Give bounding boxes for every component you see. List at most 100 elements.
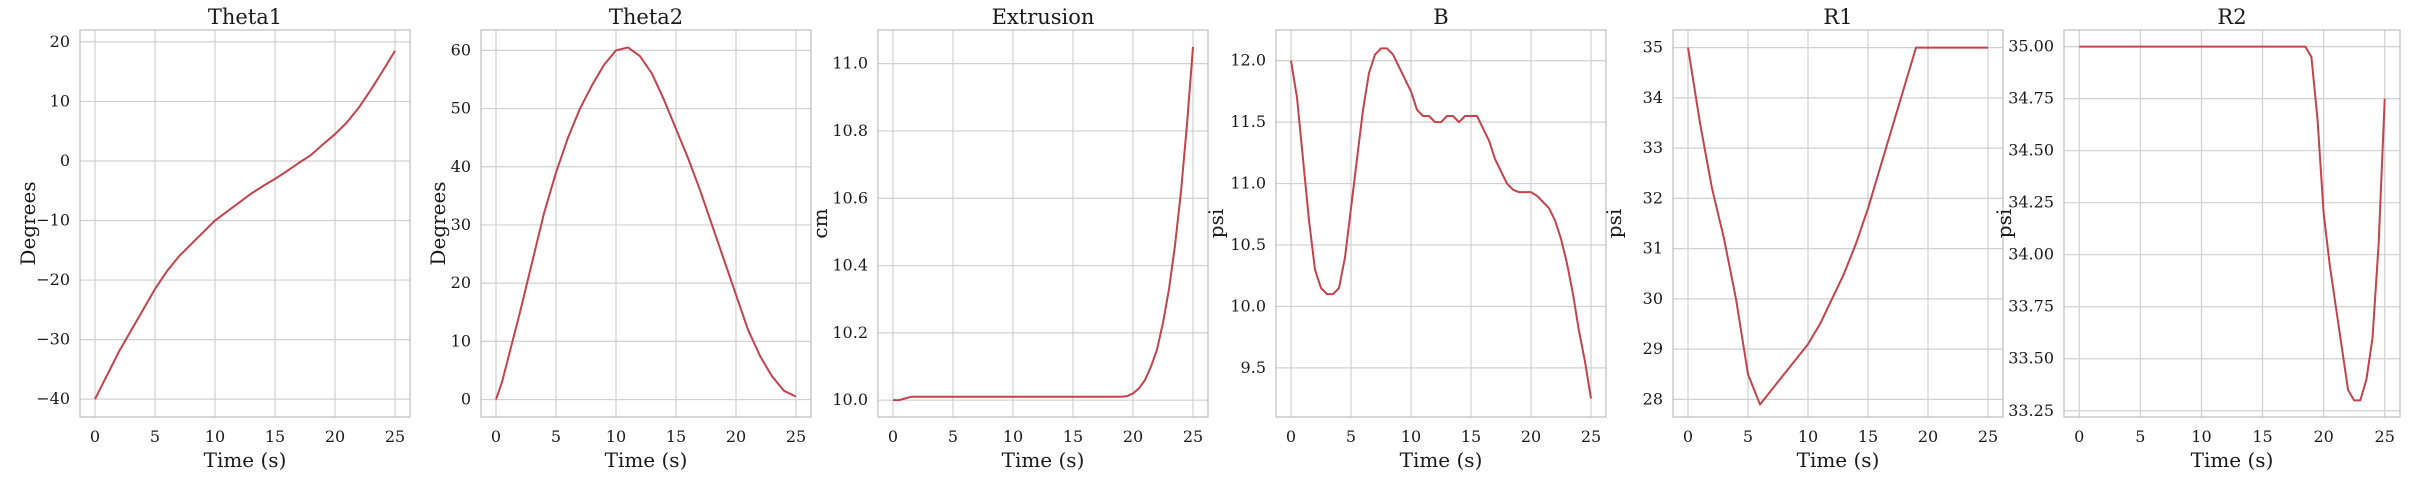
plot-area xyxy=(1673,30,2003,417)
chart-theta1: 0 5 10 15 20 25 −40 −30 −20 −10 0 10 20 Theta1 Time (s… xyxy=(16,5,411,472)
axes-frame xyxy=(2063,29,2401,418)
chart-r2: 0 5 10 15 20 25 33.25 33.50 33.75 34.00 34.25 34.50… xyxy=(1992,5,2401,472)
y-axis-label: psi xyxy=(1992,209,2016,238)
plot-area xyxy=(80,30,410,417)
y-axis-label: psi xyxy=(1204,209,1228,238)
series-line xyxy=(94,50,396,400)
x-tick-label: 15 xyxy=(265,427,285,446)
chart-b: 0 5 10 15 20 25 9.5 10.0 10.5 11.0 11.5 12.0 B Time (… xyxy=(1204,5,1607,472)
y-tick-label: 33.25 xyxy=(2008,401,2054,420)
y-tick-label: 35 xyxy=(1643,38,1663,57)
y-tick-label: 10.0 xyxy=(832,390,868,409)
axes-frame xyxy=(480,29,812,418)
y-tick-label: 10 xyxy=(50,91,70,110)
y-tick-label: 10 xyxy=(451,331,471,350)
series-line xyxy=(1687,46,1988,406)
y-tick-label: 34 xyxy=(1643,88,1663,107)
x-tick-label: 10 xyxy=(1798,427,1818,446)
plot-area xyxy=(481,30,811,417)
x-tick-label: 10 xyxy=(2191,427,2211,446)
axes-frame xyxy=(1275,29,1607,418)
y-tick-label: 0 xyxy=(60,151,70,170)
y-tick-label: 28 xyxy=(1643,389,1663,408)
chart-title: Theta2 xyxy=(609,5,683,29)
x-tick-label: 25 xyxy=(1183,427,1203,446)
x-tick-label: 0 xyxy=(90,427,100,446)
x-axis-label: Time (s) xyxy=(2191,448,2274,472)
y-axis-label: Degrees xyxy=(426,181,450,265)
y-tick-label: 11.5 xyxy=(1230,112,1266,131)
x-tick-label: 20 xyxy=(1521,427,1541,446)
chart-theta2: 0 5 10 15 20 25 0 10 20 30 40 50 60 Theta2 Time (s) Deg… xyxy=(426,5,812,472)
x-tick-label: 5 xyxy=(1743,427,1753,446)
y-tick-label: 29 xyxy=(1643,339,1663,358)
y-tick-label: 34.75 xyxy=(2008,89,2054,108)
y-axis-label: Degrees xyxy=(16,181,40,265)
x-tick-label: 5 xyxy=(948,427,958,446)
x-tick-label: 20 xyxy=(2313,427,2333,446)
y-tick-label: −10 xyxy=(36,211,70,230)
y-tick-label: 0 xyxy=(461,390,471,409)
x-tick-label: 25 xyxy=(1978,427,1998,446)
x-tick-label: 25 xyxy=(385,427,405,446)
y-tick-label: 32 xyxy=(1643,188,1663,207)
y-tick-label: −20 xyxy=(36,270,70,289)
x-tick-label: 5 xyxy=(1346,427,1356,446)
x-tick-label: 5 xyxy=(150,427,160,446)
chart-title: R1 xyxy=(1823,5,1852,29)
axes-frame xyxy=(79,29,411,418)
x-tick-label: 0 xyxy=(491,427,501,446)
series-line xyxy=(893,46,1194,402)
y-tick-label: 10.2 xyxy=(832,323,868,342)
y-tick-label: 12.0 xyxy=(1230,51,1266,70)
series-line xyxy=(2079,45,2386,402)
y-axis-label: cm xyxy=(808,208,832,238)
x-tick-label: 10 xyxy=(1401,427,1421,446)
y-tick-label: 35.00 xyxy=(2008,37,2054,56)
plot-area xyxy=(1276,30,1606,417)
x-tick-label: 0 xyxy=(1286,427,1296,446)
x-axis-label: Time (s) xyxy=(1002,448,1085,472)
y-tick-label: 11.0 xyxy=(832,54,868,73)
y-tick-label: 30 xyxy=(1643,289,1663,308)
y-tick-label: 33.50 xyxy=(2008,349,2054,368)
y-tick-label: −30 xyxy=(36,330,70,349)
y-tick-label: 20 xyxy=(50,32,70,51)
x-tick-label: 20 xyxy=(325,427,345,446)
y-tick-label: 10.6 xyxy=(832,188,868,207)
x-tick-label: 15 xyxy=(2252,427,2272,446)
x-axis-label: Time (s) xyxy=(605,448,688,472)
y-tick-label: 34.50 xyxy=(2008,141,2054,160)
y-tick-label: 9.5 xyxy=(1241,358,1266,377)
x-tick-label: 5 xyxy=(551,427,561,446)
x-tick-label: 25 xyxy=(786,427,806,446)
x-tick-label: 20 xyxy=(726,427,746,446)
x-tick-label: 20 xyxy=(1918,427,1938,446)
y-axis-label: psi xyxy=(1602,209,1626,238)
x-axis-label: Time (s) xyxy=(1797,448,1880,472)
x-tick-label: 15 xyxy=(666,427,686,446)
chart-title: B xyxy=(1433,5,1448,29)
y-tick-label: 10.8 xyxy=(832,121,868,140)
x-tick-label: 15 xyxy=(1063,427,1083,446)
x-tick-label: 10 xyxy=(205,427,225,446)
chart-r1: 0 5 10 15 20 25 28 29 30 31 32 33 34 35 R1 Time (s) psi xyxy=(1602,5,2004,472)
y-tick-label: 10.0 xyxy=(1230,296,1266,315)
x-tick-label: 0 xyxy=(2074,427,2084,446)
x-axis-label: Time (s) xyxy=(1400,448,1483,472)
axes-frame xyxy=(1672,29,2004,418)
y-tick-label: 10.4 xyxy=(832,256,868,275)
y-tick-label: 34.25 xyxy=(2008,193,2054,212)
y-tick-label: 11.0 xyxy=(1230,174,1266,193)
series-line xyxy=(495,46,797,400)
x-tick-label: 10 xyxy=(1003,427,1023,446)
chart-title: Extrusion xyxy=(992,5,1095,29)
x-tick-label: 25 xyxy=(1581,427,1601,446)
chart-title: R2 xyxy=(2217,5,2246,29)
plot-area xyxy=(2064,30,2400,417)
x-tick-label: 10 xyxy=(606,427,626,446)
x-tick-label: 20 xyxy=(1123,427,1143,446)
x-axis-label: Time (s) xyxy=(204,448,287,472)
